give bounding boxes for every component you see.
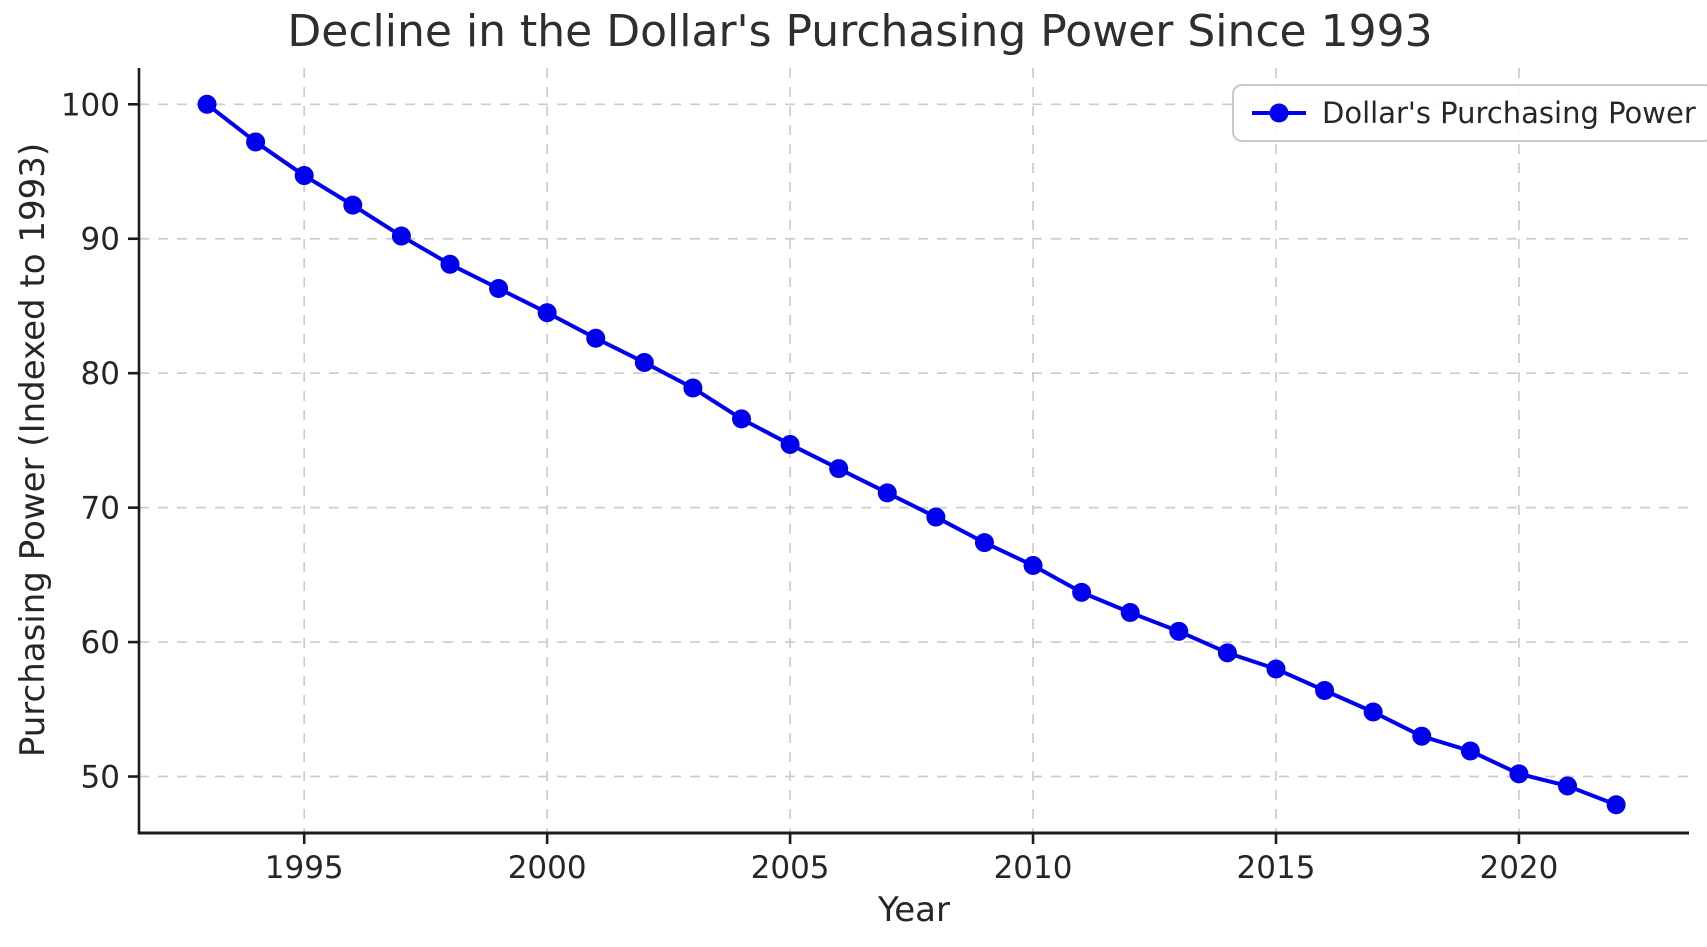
data-point: [1315, 680, 1335, 700]
x-tick-label: 2000: [508, 850, 587, 886]
legend-entry-label: Dollar's Purchasing Power: [1322, 96, 1696, 130]
data-point: [683, 378, 703, 398]
x-tick-label: 2005: [751, 850, 830, 886]
data-point: [1120, 603, 1140, 623]
data-point: [586, 328, 606, 348]
x-tick-label: 1995: [265, 850, 344, 886]
data-point: [1169, 621, 1189, 641]
x-tick-label: 2010: [994, 850, 1073, 886]
data-point: [1023, 555, 1043, 575]
data-point: [1558, 776, 1578, 796]
data-point: [246, 132, 266, 152]
x-tick-label: 2020: [1479, 850, 1558, 886]
data-point: [926, 507, 946, 527]
y-axis-label: Purchasing Power (Indexed to 1993): [13, 142, 53, 758]
x-tick-label: 2015: [1237, 850, 1316, 886]
data-point: [732, 409, 752, 429]
y-tick-label: 90: [81, 222, 120, 258]
data-point: [197, 94, 217, 114]
data-point: [1072, 582, 1092, 602]
data-point: [1363, 702, 1383, 722]
data-point: [780, 434, 800, 454]
data-point: [489, 278, 509, 298]
data-point: [391, 226, 411, 246]
data-point: [343, 195, 363, 215]
legend: Dollar's Purchasing Power: [1232, 84, 1707, 142]
data-point: [829, 459, 849, 479]
y-tick-label: 50: [81, 760, 120, 796]
data-point: [1606, 795, 1626, 815]
data-point: [634, 352, 654, 372]
data-point: [440, 254, 460, 274]
y-tick-label: 100: [61, 87, 120, 123]
data-line: [205, 102, 1619, 807]
legend-marker-icon: [1269, 103, 1289, 123]
chart-title: Decline in the Dollar's Purchasing Power…: [287, 6, 1433, 57]
data-point: [1460, 741, 1480, 761]
y-tick-label: 60: [81, 625, 120, 661]
data-point: [1509, 764, 1529, 784]
x-axis-label: Year: [878, 890, 950, 930]
y-tick-label: 70: [81, 491, 120, 527]
data-point: [294, 166, 314, 186]
data-point: [974, 533, 994, 553]
data-point: [1217, 643, 1237, 663]
data-point: [537, 303, 557, 323]
data-point: [1412, 726, 1432, 746]
legend-line-sample: [1252, 103, 1306, 123]
data-point: [1266, 659, 1286, 679]
y-tick-label: 80: [81, 356, 120, 392]
data-point: [877, 483, 897, 503]
